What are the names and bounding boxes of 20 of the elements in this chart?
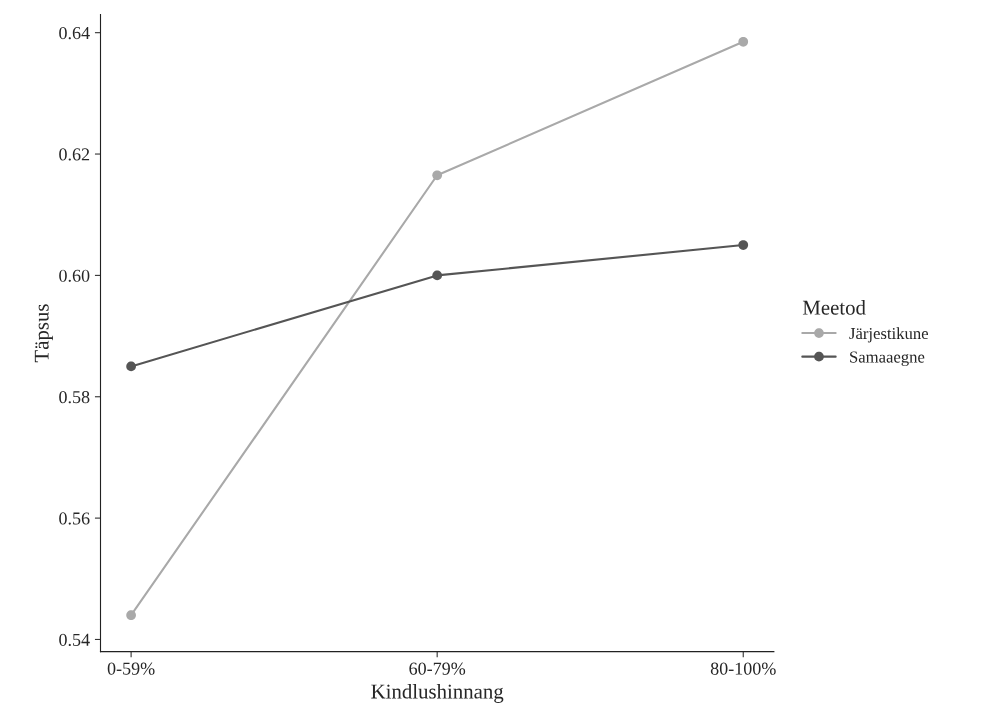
x-tick-label: 0-59% [107,662,155,675]
y-tick-label: 0.62 [59,148,90,161]
legend-label: Järjestikune [849,327,929,343]
point [126,610,136,621]
y-tick-label: 0.60 [59,269,90,282]
x-axis-title: Kindlushinnang [371,683,504,703]
y-tick-label: 0.54 [59,633,90,646]
x-tick-label: 60-79% [409,662,466,675]
y-axis-title: Täpsus [34,304,53,363]
y-tick-label: 0.58 [59,391,90,404]
point [738,240,749,250]
point [738,36,749,47]
x-tick-label: 80-100% [710,662,776,675]
y-tick-label: 0.56 [59,512,90,525]
legend-label: Samaaegne [850,351,925,367]
point [126,361,136,372]
legend-title: Meetod [802,300,866,315]
y-tick-label: 0.64 [59,26,90,40]
point [432,270,443,281]
point [432,170,443,181]
